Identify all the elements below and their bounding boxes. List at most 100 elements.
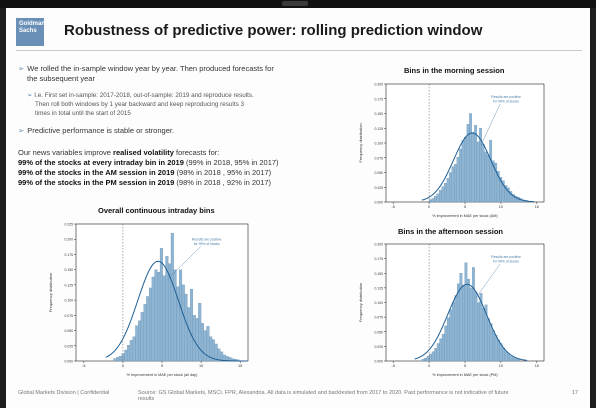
chart-title-overall: Overall continuous intraday bins xyxy=(98,206,215,215)
y-tick-label: 0.125 xyxy=(375,127,384,131)
histogram-bar xyxy=(494,335,498,362)
histogram-bar xyxy=(433,195,437,203)
histogram-bar xyxy=(512,357,516,362)
histogram-bar xyxy=(195,318,199,362)
y-tick-label: 0.100 xyxy=(65,299,74,303)
histogram-bar xyxy=(497,339,500,362)
slide: Goldman Sachs Robustness of predictive p… xyxy=(6,8,590,408)
x-tick-label: 15 xyxy=(238,364,242,368)
y-axis-label: Frequency distribution xyxy=(358,283,363,322)
y-tick-label: 0.100 xyxy=(375,301,384,305)
annotation-arrow xyxy=(167,246,201,280)
histogram-bar xyxy=(474,291,478,362)
histogram-bar xyxy=(456,157,460,203)
result-line-2-bold: 99% of the stocks in the AM session in 2… xyxy=(18,168,175,177)
histogram-bar xyxy=(184,293,188,362)
y-tick-label: 0.000 xyxy=(375,201,384,205)
footer-source: Source: GS Global Markets, MSCI, FPR, Al… xyxy=(138,390,509,402)
x-tick-label: 10 xyxy=(499,205,503,209)
histogram-bar xyxy=(464,136,467,203)
annotation-line-2: for 99% of stocks xyxy=(194,242,220,246)
histogram-bar xyxy=(446,178,450,203)
histogram-bar xyxy=(469,113,472,203)
histogram-bar xyxy=(154,269,158,362)
histogram-bar xyxy=(187,307,191,362)
bullet-1: ➢ We rolled the in-sample window year by … xyxy=(18,64,274,73)
histogram-bar xyxy=(461,140,465,203)
histogram-bar xyxy=(476,141,480,203)
histogram-bar xyxy=(474,125,477,203)
y-tick-label: 0.175 xyxy=(375,97,384,101)
kde-curve xyxy=(105,260,248,362)
histogram-bar xyxy=(444,182,447,203)
histogram-bar xyxy=(424,357,428,362)
result-line-1-bold: 99% of the stocks at every intraday bin … xyxy=(18,158,184,167)
histogram-bar xyxy=(214,343,218,362)
annotation-line-1: Results are positive xyxy=(491,255,521,259)
histogram-bar xyxy=(459,148,462,203)
histogram-bar xyxy=(157,271,161,362)
histogram-bar xyxy=(472,267,475,362)
histogram-bar xyxy=(151,276,155,362)
histogram-bar xyxy=(159,248,163,362)
sub-bullet-arrow-icon: ➢ xyxy=(27,92,33,99)
histogram-bar xyxy=(146,296,150,362)
sub-bullet-line-1: I.e. First set in-sample: 2017-2018, out… xyxy=(34,92,254,99)
x-tick-label: 0 xyxy=(428,364,430,368)
histogram-bar xyxy=(449,172,452,203)
y-tick-label: 0.050 xyxy=(375,171,384,175)
y-tick-label: 0.125 xyxy=(375,286,384,290)
annotation-arrow xyxy=(480,104,501,146)
histogram-bar xyxy=(502,348,505,362)
annotation-line-2: for 99% of stocks xyxy=(493,260,519,264)
histogram-bar xyxy=(462,284,465,362)
histogram-bar xyxy=(118,356,122,362)
bullet-1-line-2: the subsequent year xyxy=(27,74,95,83)
result-line-3-rest: (98% in 2018 , 92% in 2017) xyxy=(174,178,272,187)
x-tick-label: -5 xyxy=(391,205,394,209)
result-line-1-rest: (99% in 2018, 95% in 2017) xyxy=(183,158,279,167)
histogram-bar xyxy=(454,164,457,203)
slide-title: Robustness of predictive power: rolling … xyxy=(64,22,483,39)
news-intro: Our news variables improve realised vola… xyxy=(18,148,219,157)
annotation-arrow xyxy=(475,263,501,299)
histogram-bar xyxy=(428,199,432,203)
y-tick-label: 0.025 xyxy=(375,345,384,349)
y-tick-label: 0.075 xyxy=(375,316,384,320)
histogram-bar xyxy=(507,353,511,362)
histogram-bar xyxy=(431,198,435,203)
histogram-bar xyxy=(439,190,442,203)
histogram-bar xyxy=(509,356,513,362)
result-line-1: 99% of the stocks at every intraday bin … xyxy=(18,158,279,167)
histogram-morning: 0.000 0.025 0.050 0.075 0.100 0.125 0.150 0.175… xyxy=(358,83,545,218)
result-line-2-rest: (98% in 2018 , 95% in 2017) xyxy=(174,168,272,177)
x-tick-label: -5 xyxy=(391,364,394,368)
window-controls[interactable] xyxy=(282,1,308,6)
chart-title-morning: Bins in the morning session xyxy=(404,66,505,75)
y-tick-label: 0.200 xyxy=(65,238,74,242)
news-intro-rest: forecasts for: xyxy=(173,148,220,157)
histogram-bar xyxy=(444,325,448,362)
x-tick-label: 5 xyxy=(161,364,163,368)
y-axis-label: Frequency distribution xyxy=(48,273,53,312)
histogram-bar xyxy=(446,317,450,362)
histogram-bar xyxy=(173,269,177,362)
histogram-bar xyxy=(113,358,117,362)
histogram-bar xyxy=(492,330,495,362)
histogram-bar xyxy=(181,284,185,362)
bullet-arrow-icon: ➢ xyxy=(18,64,25,73)
y-tick-label: 0.025 xyxy=(375,186,384,190)
y-tick-label: 0.200 xyxy=(375,83,384,87)
y-tick-label: 0.175 xyxy=(375,257,384,261)
result-line-3: 99% of the stocks in the PM session in 2… xyxy=(18,178,271,187)
histogram-bar xyxy=(431,351,435,362)
histogram-bar xyxy=(436,193,440,203)
histogram-bar xyxy=(482,308,485,362)
histogram-afternoon: 0.000 0.025 0.050 0.075 0.100 0.125 0.150 0.175… xyxy=(358,243,545,377)
histogram-bar xyxy=(421,359,425,362)
histogram-bar xyxy=(124,349,128,362)
histogram-bar xyxy=(451,166,455,203)
bullet-1-line-1: We rolled the in-sample window year by y… xyxy=(27,64,274,73)
kde-curve xyxy=(421,132,535,203)
histogram-bar xyxy=(127,345,131,362)
